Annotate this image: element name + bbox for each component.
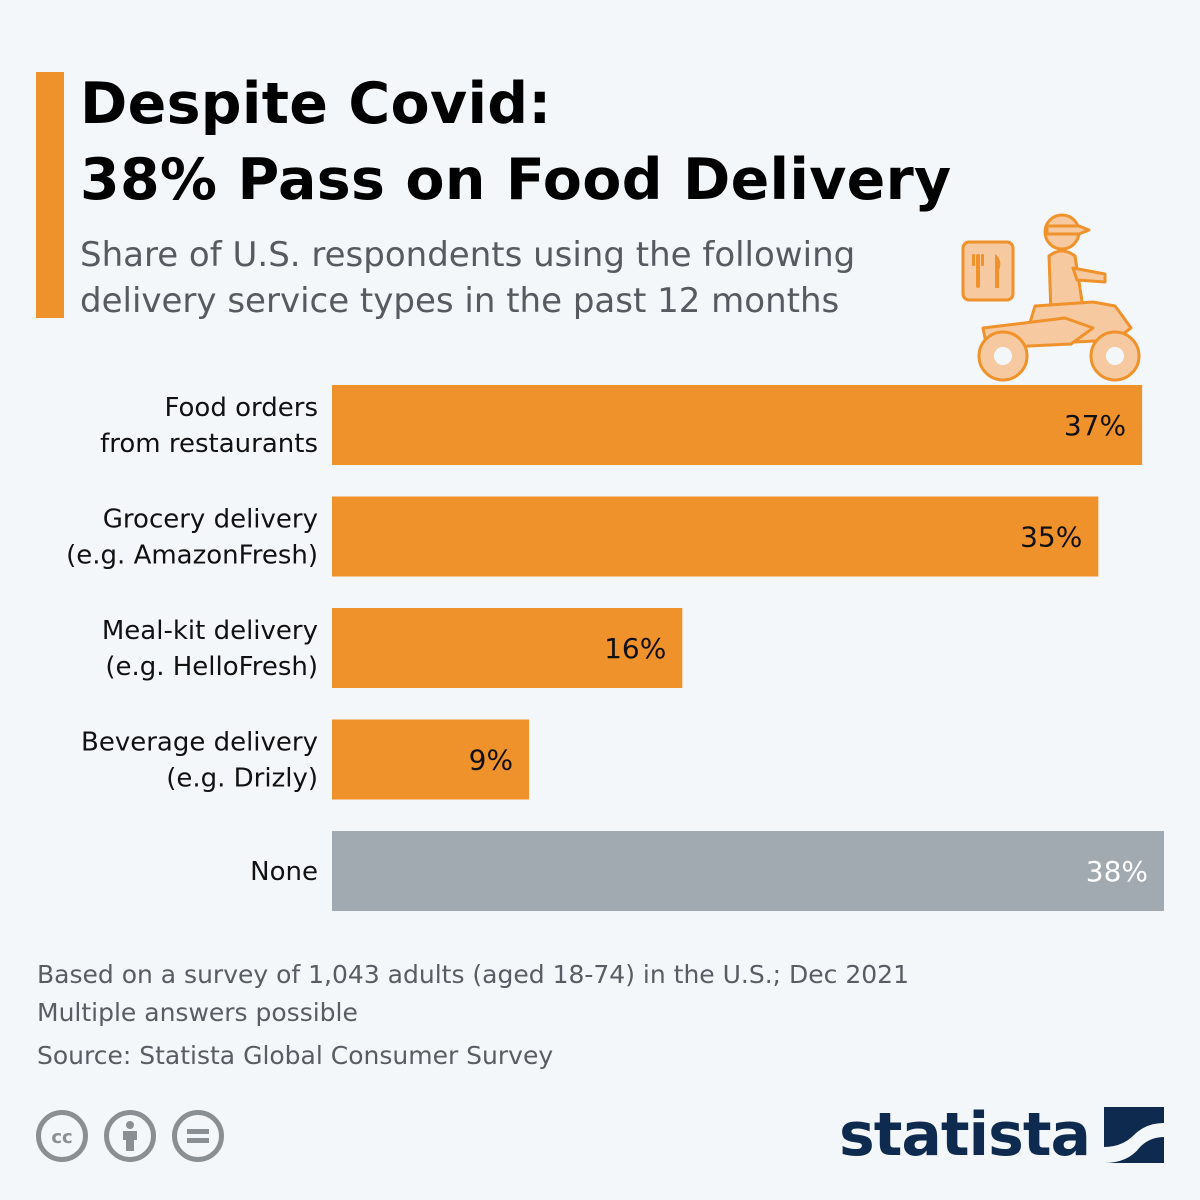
page-title: Despite Covid: 38% Pass on Food Delivery	[80, 66, 952, 218]
value-label-3: 9%	[469, 744, 513, 777]
category-label-0-1: from restaurants	[100, 429, 318, 459]
bar-3	[332, 719, 530, 800]
bar-0	[332, 385, 1143, 465]
category-label-2-0: Meal-kit delivery	[102, 616, 318, 646]
subtitle-line-1: Share of U.S. respondents using the foll…	[80, 235, 856, 275]
value-label-4: 38%	[1086, 855, 1148, 888]
brand-name: statista	[838, 1100, 1091, 1170]
statista-logo[interactable]: statista	[839, 1100, 1164, 1170]
survey-note: Based on a survey of 1,043 adults (aged …	[37, 960, 909, 989]
category-label-3-1: (e.g. Drizly)	[166, 764, 318, 794]
accent-bar	[36, 72, 64, 318]
bar-2	[332, 608, 683, 688]
category-label-2-1: (e.g. HelloFresh)	[105, 652, 318, 682]
category-label-3-0: Beverage delivery	[81, 728, 318, 758]
bar-4	[332, 831, 1164, 911]
category-label-1-1: (e.g. AmazonFresh)	[66, 541, 318, 571]
no-derivatives-icon[interactable]	[172, 1110, 224, 1162]
category-label-0-0: Food orders	[165, 393, 319, 423]
value-label-2: 16%	[604, 632, 666, 665]
cc-icon[interactable]: cc	[36, 1110, 88, 1162]
title-line-1: Despite Covid:	[80, 71, 552, 137]
svg-text:cc: cc	[51, 1127, 72, 1147]
attribution-icon[interactable]	[104, 1110, 156, 1162]
statista-mark-icon	[1104, 1107, 1164, 1163]
value-label-1: 35%	[1020, 521, 1082, 554]
category-label-1-0: Grocery delivery	[103, 505, 318, 535]
subtitle: Share of U.S. respondents using the foll…	[80, 232, 940, 324]
bar-1	[332, 496, 1099, 577]
license-icons: cc	[36, 1110, 224, 1166]
value-label-0: 37%	[1064, 409, 1126, 442]
subtitle-line-2: delivery service types in the past 12 mo…	[80, 281, 840, 321]
source-note: Source: Statista Global Consumer Survey	[37, 1041, 554, 1070]
category-label-4-0: None	[250, 857, 318, 887]
title-line-2: 38% Pass on Food Delivery	[80, 147, 952, 213]
delivery-scooter-icon	[961, 213, 1141, 382]
footnote: Based on a survey of 1,043 adults (aged …	[37, 956, 909, 1075]
multiple-answers-note: Multiple answers possible	[37, 998, 358, 1027]
